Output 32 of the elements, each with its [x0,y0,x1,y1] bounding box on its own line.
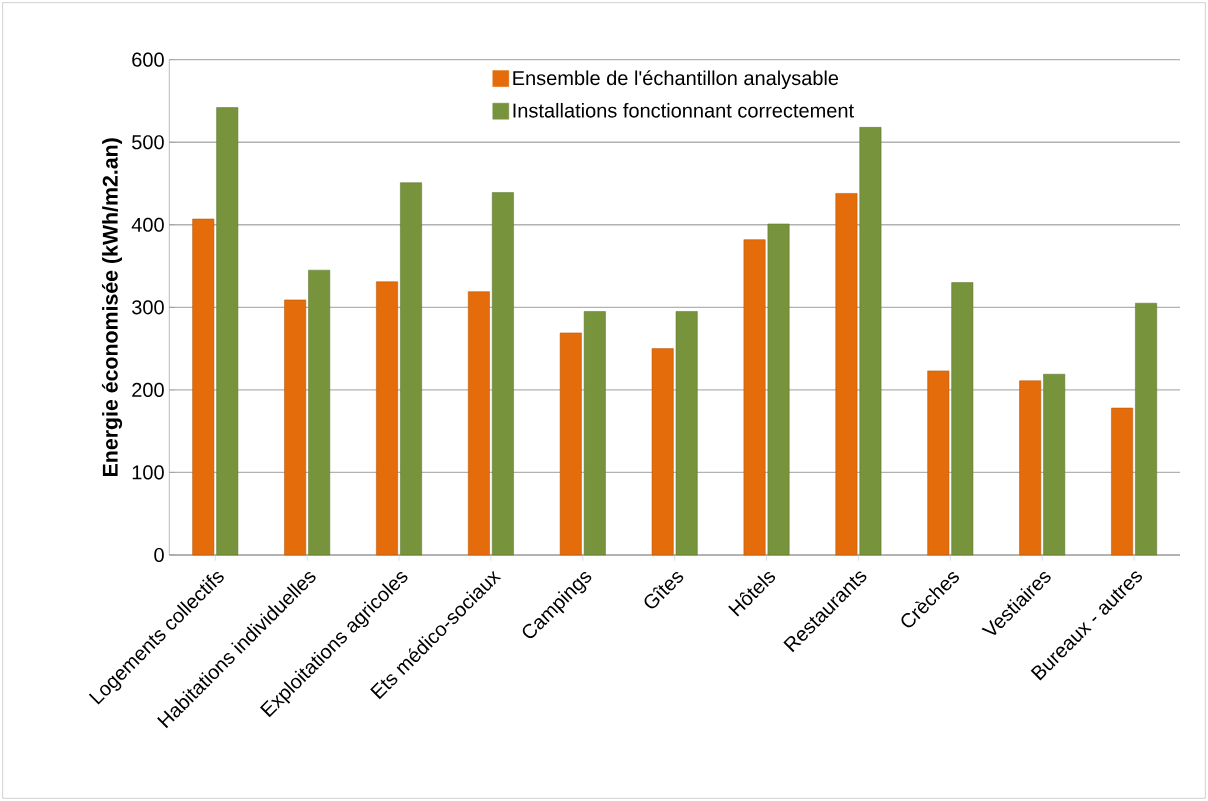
bar [1135,302,1157,556]
y-tick-label: 0 [154,547,164,563]
bar [675,311,698,556]
bar [308,269,331,556]
bar [491,192,514,556]
y-tick-label: 600 [132,52,164,67]
bar [400,182,422,556]
bar [743,239,766,556]
y-tick-label: 200 [132,382,164,397]
bar [835,193,858,556]
bar [192,218,215,556]
bar [859,127,882,556]
bar [583,311,606,556]
bar [651,348,674,556]
bar [927,370,950,556]
legend-label: Installations fonctionnant correctement [513,102,854,118]
bar [284,299,307,556]
bar [1043,373,1066,556]
y-tick-label: 300 [132,300,164,315]
bar [767,223,790,556]
bar [467,291,490,556]
bar [1111,407,1134,556]
bar [951,282,974,556]
y-tick-label: 100 [132,465,164,480]
bar [1019,380,1042,556]
bar [376,281,398,556]
y-axis-title: Energie économisée (kWh/m2.an) [101,138,123,477]
y-tick-label: 500 [132,135,164,150]
bar [216,107,239,556]
y-tick-label: 400 [131,217,164,232]
legend-label: Ensemble de l'échantillon analysable [513,70,839,90]
bar [559,332,582,556]
